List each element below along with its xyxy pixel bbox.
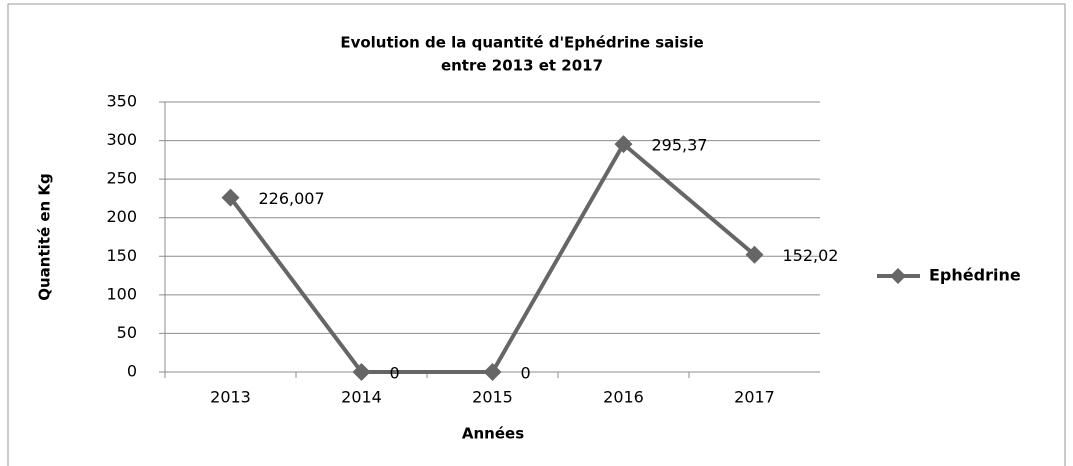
marker (745, 245, 764, 264)
x-tick-label: 2017 (734, 388, 775, 407)
data-label: 152,02 (783, 246, 839, 265)
y-axis-title: Quantité en Kg (36, 173, 54, 301)
y-tick-label: 150 (106, 246, 137, 265)
chart-frame (7, 3, 1066, 466)
legend-marker (890, 268, 906, 284)
y-tick-label: 350 (106, 92, 137, 111)
x-axis-title: Années (462, 425, 524, 443)
y-tick-label: 100 (106, 284, 137, 303)
x-tick-label: 2015 (472, 388, 513, 407)
marker (352, 363, 371, 381)
y-tick-label: 200 (106, 207, 137, 226)
marker (614, 135, 633, 154)
data-label: 226,007 (259, 189, 325, 208)
x-tick-label: 2016 (603, 388, 644, 407)
x-tick-label: 2014 (341, 388, 382, 407)
marker (221, 188, 240, 207)
chart-title: Evolution de la quantité d'Ephédrine sai… (340, 34, 703, 52)
data-label: 0 (390, 364, 400, 383)
x-tick-label: 2013 (210, 388, 251, 407)
y-tick-label: 250 (106, 169, 137, 188)
marker (483, 363, 502, 381)
chart-title: entre 2013 et 2017 (441, 57, 603, 75)
legend-label: Ephédrine (929, 266, 1021, 285)
y-tick-label: 300 (106, 130, 137, 149)
y-tick-label: 50 (117, 323, 137, 342)
data-label: 0 (521, 364, 531, 383)
y-tick-label: 0 (127, 362, 137, 381)
data-label: 295,37 (652, 136, 708, 155)
